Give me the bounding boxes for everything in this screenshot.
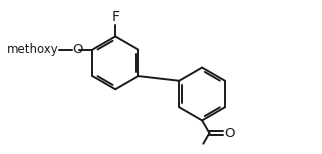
Text: F: F — [111, 10, 119, 24]
Text: O: O — [224, 127, 235, 140]
Text: methoxy: methoxy — [7, 43, 58, 56]
Text: O: O — [72, 43, 83, 56]
